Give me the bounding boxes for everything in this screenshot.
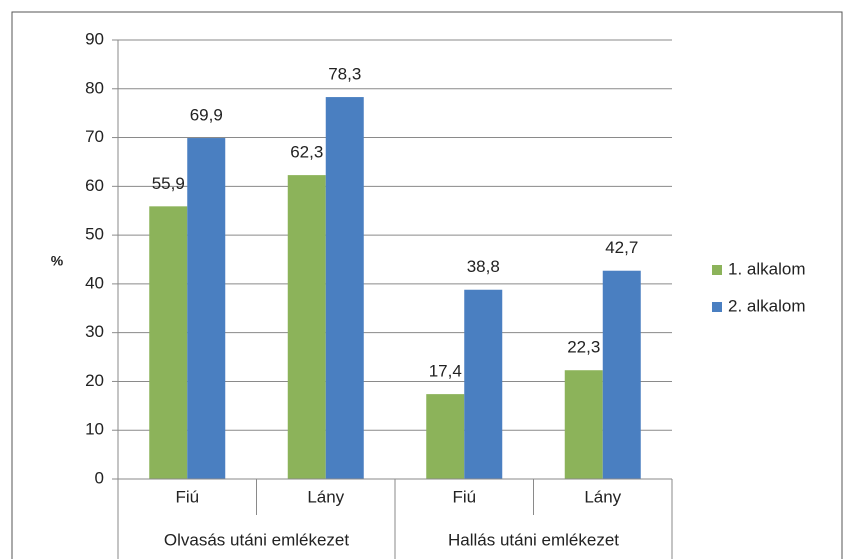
bar	[564, 370, 603, 479]
y-tick-label: 60	[85, 176, 104, 195]
group-label: Hallás utáni emlékezet	[448, 530, 619, 549]
y-axis-label: %	[51, 253, 64, 269]
value-label: 62,3	[290, 143, 323, 162]
bar	[287, 175, 326, 479]
value-label: 42,7	[605, 238, 638, 257]
y-tick-label: 30	[85, 322, 104, 341]
bar	[602, 270, 641, 479]
y-tick-label: 90	[85, 29, 104, 48]
y-tick-label: 80	[85, 78, 104, 97]
bar	[464, 289, 503, 479]
bar	[149, 206, 188, 480]
legend-label: 2. alkalom	[728, 296, 805, 315]
legend-swatch	[712, 302, 722, 312]
value-label: 55,9	[152, 174, 185, 193]
x-tick-label: Lány	[307, 487, 344, 506]
value-label: 38,8	[467, 257, 500, 276]
bar	[426, 394, 465, 479]
value-label: 69,9	[190, 106, 223, 125]
legend-label: 1. alkalom	[728, 259, 805, 278]
value-label: 22,3	[567, 338, 600, 357]
y-tick-label: 10	[85, 420, 104, 439]
y-tick-label: 70	[85, 127, 104, 146]
y-tick-label: 50	[85, 225, 104, 244]
value-label: 78,3	[328, 65, 361, 84]
legend-swatch	[712, 265, 722, 275]
group-label: Olvasás utáni emlékezet	[164, 530, 349, 549]
y-tick-label: 0	[95, 468, 104, 487]
x-tick-label: Fiú	[175, 487, 199, 506]
bar	[325, 97, 364, 479]
x-tick-label: Fiú	[452, 487, 476, 506]
x-tick-label: Lány	[584, 487, 621, 506]
y-tick-label: 20	[85, 371, 104, 390]
y-tick-label: 40	[85, 273, 104, 292]
bar	[187, 138, 226, 479]
value-label: 17,4	[429, 362, 462, 381]
